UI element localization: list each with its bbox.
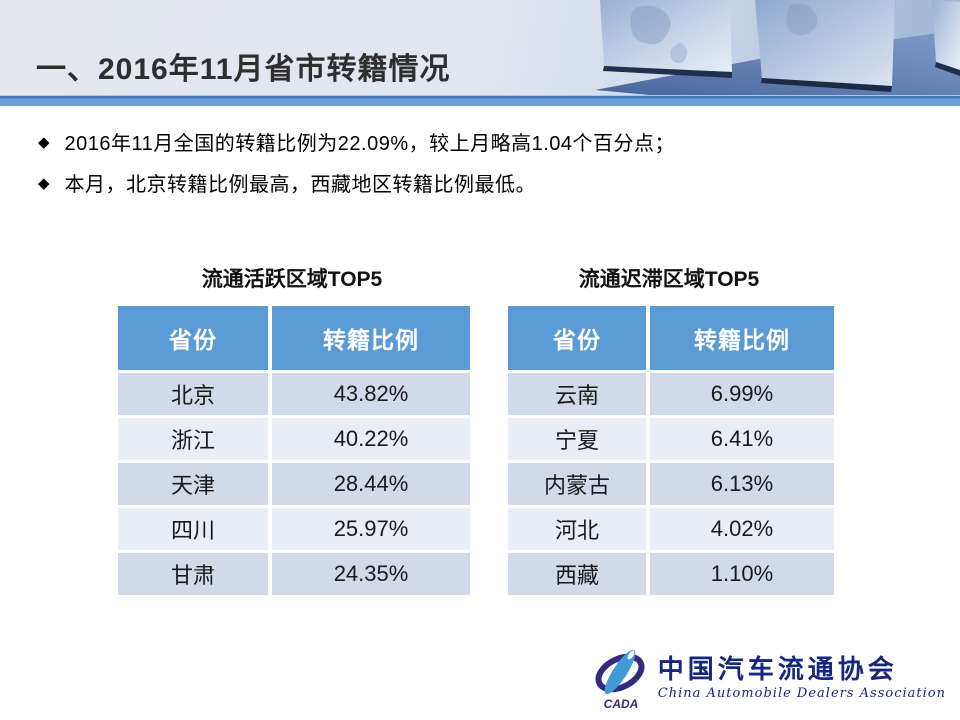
cada-emblem-icon: CADA <box>595 649 645 711</box>
ratio-cell: 25.97% <box>268 508 470 550</box>
table-row: 西藏 1.10% <box>508 553 834 595</box>
column-header-ratio: 转籍比例 <box>268 306 470 370</box>
sluggish-regions-table-title: 流通迟滞区域TOP5 <box>578 268 760 291</box>
sluggish-regions-table: 省份 转籍比例 云南 6.99% 宁夏 6.41% 内蒙古 6.13% <box>508 303 834 598</box>
table-row: 宁夏 6.41% <box>508 418 834 460</box>
province-cell: 宁夏 <box>508 418 646 460</box>
column-header-province: 省份 <box>118 306 268 370</box>
cubes-decoration-image <box>595 0 960 95</box>
province-cell: 河北 <box>508 508 646 550</box>
bullet-item: ◆ 本月，北京转籍比例最高，西藏地区转籍比例最低。 <box>38 171 928 200</box>
ratio-cell: 6.13% <box>646 463 834 505</box>
ratio-cell: 28.44% <box>268 463 470 505</box>
bullet-text: 本月，北京转籍比例最高，西藏地区转籍比例最低。 <box>64 174 537 196</box>
table-row: 甘肃 24.35% <box>118 553 470 595</box>
table-row: 云南 6.99% <box>508 373 834 415</box>
ratio-cell: 4.02% <box>646 508 834 550</box>
ratio-cell: 1.10% <box>646 553 834 595</box>
ratio-cell: 40.22% <box>268 418 470 460</box>
province-cell: 西藏 <box>508 553 646 595</box>
province-cell: 北京 <box>118 373 268 415</box>
province-cell: 云南 <box>508 373 646 415</box>
table-row: 河北 4.02% <box>508 508 834 550</box>
province-cell: 甘肃 <box>118 553 268 595</box>
table-row: 四川 25.97% <box>118 508 470 550</box>
diamond-bullet-icon: ◆ <box>38 175 50 192</box>
province-cell: 内蒙古 <box>508 463 646 505</box>
diamond-bullet-icon: ◆ <box>38 134 50 151</box>
org-name-zh: 中国汽车流通协会 <box>657 655 898 685</box>
province-cell: 四川 <box>118 508 268 550</box>
bullet-text: 2016年11月全国的转籍比例为22.09%，较上月略高1.04个百分点； <box>64 133 676 155</box>
org-text-block: 中国汽车流通协会 China Automobile Dealers Associ… <box>658 648 946 701</box>
active-regions-table-title: 流通活跃区域TOP5 <box>201 268 383 291</box>
table-row: 内蒙古 6.13% <box>508 463 834 505</box>
slide-header: 一、2016年11月省市转籍情况 <box>0 0 960 95</box>
active-regions-table: 省份 转籍比例 北京 43.82% 浙江 40.22% 天津 28.44% <box>118 303 470 598</box>
org-name-en: China Automobile Dealers Association <box>657 685 946 701</box>
cada-logo: CADA 中国汽车流通协会 China Automobile Dealers A… <box>592 648 946 714</box>
column-header-province: 省份 <box>508 306 646 370</box>
bullet-item: ◆ 2016年11月全国的转籍比例为22.09%，较上月略高1.04个百分点； <box>38 130 928 159</box>
province-cell: 浙江 <box>118 418 268 460</box>
cada-acronym-text: CADA <box>603 697 638 711</box>
table-header-row: 省份 转籍比例 <box>118 306 470 370</box>
table-row: 天津 28.44% <box>118 463 470 505</box>
ratio-cell: 43.82% <box>268 373 470 415</box>
bullet-list: ◆ 2016年11月全国的转籍比例为22.09%，较上月略高1.04个百分点； … <box>38 130 928 212</box>
table-row: 北京 43.82% <box>118 373 470 415</box>
table-row: 浙江 40.22% <box>118 418 470 460</box>
table-header-row: 省份 转籍比例 <box>508 306 834 370</box>
ratio-cell: 6.99% <box>646 373 834 415</box>
accent-bar <box>0 95 960 106</box>
ratio-cell: 6.41% <box>646 418 834 460</box>
column-header-ratio: 转籍比例 <box>646 306 834 370</box>
ratio-cell: 24.35% <box>268 553 470 595</box>
province-cell: 天津 <box>118 463 268 505</box>
page-title: 一、2016年11月省市转籍情况 <box>36 53 451 86</box>
